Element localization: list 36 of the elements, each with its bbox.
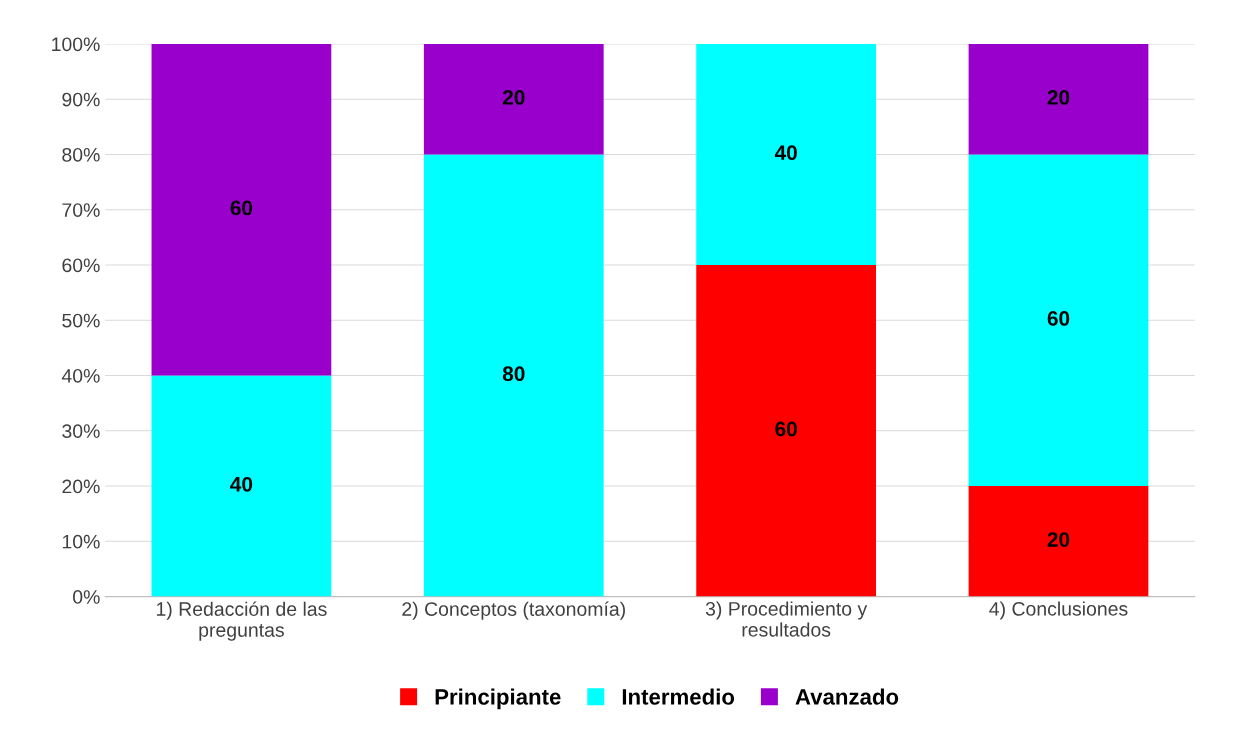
data-label: 80	[502, 366, 525, 382]
data-label: 20	[1047, 532, 1070, 547]
data-label: 40	[774, 145, 797, 161]
x-tick-label: 1) Redacción de las preguntas	[156, 601, 327, 641]
bar	[696, 264, 877, 597]
y-tick-label: 50%	[62, 313, 100, 328]
y-tick-label: 60%	[62, 258, 100, 273]
bar	[696, 43, 877, 265]
y-tick-label: 0%	[73, 590, 100, 604]
bar	[968, 486, 1149, 597]
y-tick-label: 90%	[62, 92, 100, 107]
data-label: 40	[230, 476, 253, 492]
legend-label: Principiante	[435, 688, 561, 710]
y-tick-label: 80%	[62, 147, 100, 162]
bar	[151, 375, 332, 597]
legend-label: Avanzado	[795, 688, 899, 705]
bar	[151, 43, 332, 376]
y-tick-label: 100%	[52, 37, 100, 52]
data-label: 60	[1047, 311, 1070, 326]
bar	[423, 43, 604, 155]
data-label: 60	[775, 421, 797, 437]
bar	[423, 154, 604, 597]
bar	[968, 154, 1149, 487]
x-tick-label: 2) Conceptos (taxonomía)	[402, 601, 625, 620]
data-label: 60	[230, 200, 253, 216]
y-tick-label: 70%	[62, 203, 100, 217]
x-tick-label: 4) Conclusiones	[989, 601, 1128, 620]
legend-label: Intermedio	[622, 688, 735, 705]
data-label: 20	[502, 90, 525, 105]
bar	[968, 43, 1149, 155]
y-tick-label: 30%	[62, 424, 100, 439]
data-label: 20	[1047, 90, 1070, 105]
y-tick-label: 10%	[62, 534, 100, 549]
x-tick-label: 3) Procedimiento y resultados	[705, 601, 868, 637]
y-tick-label: 40%	[61, 368, 100, 383]
y-tick-label: 20%	[62, 479, 100, 494]
